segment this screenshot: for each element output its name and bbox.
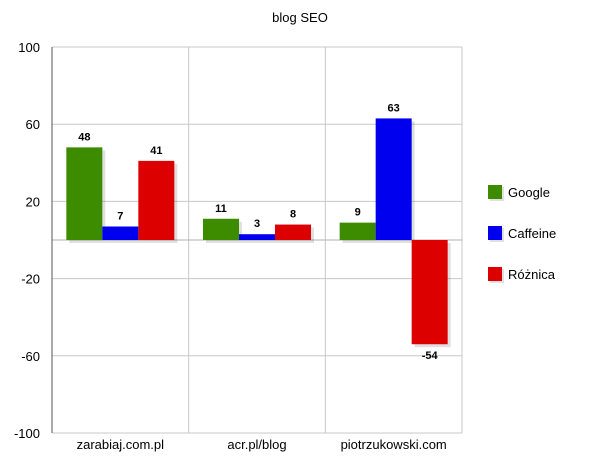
legend: Google Caffeine Różnica: [488, 185, 556, 283]
x-axis: zarabiaj.com.pl acr.pl/blog piotrzukowski.…: [77, 437, 447, 452]
legend-label: Google: [508, 185, 550, 200]
data-label: 3: [254, 218, 260, 230]
bar: [138, 160, 175, 240]
data-label: 9: [355, 207, 361, 219]
y-tick-label: -20: [21, 272, 40, 287]
y-tick-label: 100: [18, 40, 40, 55]
data-label: -54: [422, 350, 439, 362]
bar: [66, 147, 103, 240]
bar: [102, 226, 139, 240]
legend-swatch: [488, 226, 502, 240]
data-label: 8: [290, 209, 296, 221]
data-label: 63: [388, 102, 400, 114]
legend-label: Caffeine: [508, 226, 556, 241]
bar: [339, 222, 376, 240]
legend-swatch: [488, 267, 502, 281]
x-tick-label: piotrzukowski.com: [341, 437, 447, 452]
legend-swatch: [488, 185, 502, 199]
data-label: 7: [117, 210, 123, 222]
bar: [239, 234, 275, 240]
chart-title: blog SEO: [272, 10, 328, 25]
data-label: 48: [78, 131, 90, 143]
data-labels: 48 7 41 11 3 8 9 63 -54: [78, 102, 438, 362]
y-tick-label: 60: [26, 117, 40, 132]
bar-shadow: [242, 237, 278, 243]
bar: [203, 218, 239, 240]
x-tick-label: zarabiaj.com.pl: [77, 437, 165, 452]
bar: [411, 240, 448, 345]
y-axis: 100 60 20 -20 -60 -100: [14, 40, 53, 441]
bar: [375, 118, 412, 240]
bar: [275, 224, 311, 240]
data-label: 41: [150, 145, 162, 157]
y-tick-label: -100: [14, 426, 40, 441]
y-tick-label: -60: [21, 349, 40, 364]
y-tick-label: 20: [26, 194, 40, 209]
x-tick-label: acr.pl/blog: [227, 437, 286, 452]
legend-label: Różnica: [508, 267, 556, 282]
bars: [66, 118, 451, 348]
data-label: 11: [215, 203, 227, 215]
